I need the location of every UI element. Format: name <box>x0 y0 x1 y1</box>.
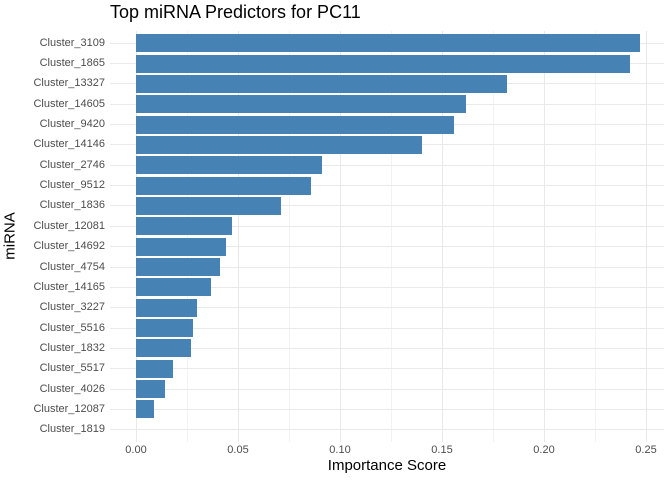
h-gridline <box>110 185 664 187</box>
x-tick-label: 0.00 <box>125 444 147 456</box>
bar <box>136 176 312 195</box>
h-gridline <box>110 307 664 309</box>
bar <box>136 319 194 338</box>
x-axis-title: Importance Score <box>327 457 447 474</box>
h-gridline <box>110 408 664 410</box>
v-gridline-major <box>645 31 647 442</box>
bar <box>136 115 455 134</box>
bar <box>136 95 467 114</box>
y-tick-label: Cluster_9420 <box>39 118 105 131</box>
y-tick-label: Cluster_3227 <box>39 301 105 314</box>
bar <box>136 339 192 358</box>
bar <box>136 196 281 215</box>
v-gridline-major <box>135 31 137 442</box>
y-tick-label: Cluster_13327 <box>33 77 105 90</box>
y-tick-label: Cluster_12087 <box>33 402 105 415</box>
bar <box>136 217 232 236</box>
v-gridline-major <box>441 31 443 442</box>
bar <box>136 298 198 317</box>
y-tick-label: Cluster_4026 <box>39 382 105 395</box>
h-gridline <box>110 429 664 431</box>
x-tick-label: 0.10 <box>329 444 351 456</box>
y-tick-label: Cluster_1832 <box>39 341 105 354</box>
y-tick-label: Cluster_14605 <box>33 97 105 110</box>
v-gridline-minor <box>492 31 494 442</box>
plot-panel <box>110 31 664 442</box>
y-tick-label: Cluster_3109 <box>39 36 105 49</box>
x-tick-label: 0.25 <box>635 444 657 456</box>
y-tick-label: Cluster_1819 <box>39 423 105 436</box>
bar <box>136 74 508 93</box>
h-gridline <box>110 286 664 288</box>
y-tick-label: Cluster_12081 <box>33 219 105 232</box>
bar <box>136 237 226 256</box>
y-tick-label: Cluster_9512 <box>39 179 105 192</box>
x-tick-label: 0.05 <box>227 444 249 456</box>
h-gridline <box>110 368 664 370</box>
v-gridline-major <box>237 31 239 442</box>
bar <box>136 278 212 297</box>
bar <box>136 258 220 277</box>
h-gridline <box>110 164 664 166</box>
y-tick-label: Cluster_5516 <box>39 321 105 334</box>
y-tick-label: Cluster_5517 <box>39 362 105 375</box>
y-tick-label: Cluster_14165 <box>33 280 105 293</box>
bar <box>136 135 422 154</box>
y-tick-label: Cluster_14692 <box>33 240 105 253</box>
bar <box>136 359 173 378</box>
y-tick-label: Cluster_4754 <box>39 260 105 273</box>
chart-title: Top miRNA Predictors for PC11 <box>110 2 361 22</box>
x-tick-label: 0.20 <box>533 444 555 456</box>
v-gridline-minor <box>186 31 188 442</box>
h-gridline <box>110 246 664 248</box>
v-gridline-minor <box>288 31 290 442</box>
x-tick-label: 0.15 <box>431 444 453 456</box>
y-tick-label: Cluster_1836 <box>39 199 105 212</box>
y-tick-label: Cluster_1865 <box>39 57 105 70</box>
bar <box>136 400 155 419</box>
bar <box>136 54 630 73</box>
v-gridline-minor <box>390 31 392 442</box>
h-gridline <box>110 347 664 349</box>
h-gridline <box>110 225 664 227</box>
v-gridline-major <box>543 31 545 442</box>
bar <box>136 380 165 399</box>
y-tick-label: Cluster_14146 <box>33 138 105 151</box>
v-gridline-minor <box>594 31 596 442</box>
h-gridline <box>110 266 664 268</box>
bar <box>136 34 640 53</box>
bar <box>136 156 322 175</box>
y-tick-label: Cluster_2746 <box>39 158 105 171</box>
h-gridline <box>110 388 664 390</box>
v-gridline-major <box>339 31 341 442</box>
h-gridline <box>110 205 664 207</box>
h-gridline <box>110 327 664 329</box>
